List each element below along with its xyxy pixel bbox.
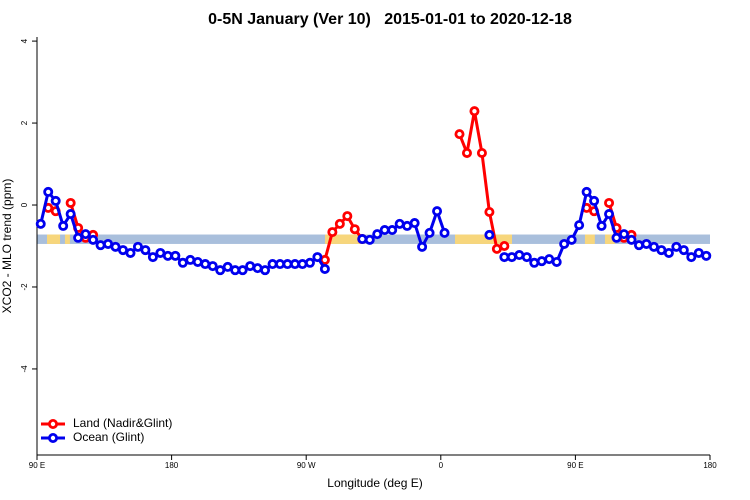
data-point: [439, 227, 450, 238]
data-point: [327, 227, 338, 238]
data-point: [619, 229, 630, 240]
data-point: [417, 241, 428, 252]
data-point: [372, 229, 383, 240]
y-tick-label: 4: [20, 38, 29, 43]
data-point: [95, 240, 106, 251]
data-point: [170, 250, 181, 261]
data-point: [701, 250, 712, 261]
y-axis-label: XCO2 - MLO trend (ppm): [0, 179, 14, 314]
data-point: [678, 245, 689, 256]
data-point: [499, 240, 510, 251]
y-tick-label: 0: [20, 202, 29, 207]
data-point: [364, 234, 375, 245]
x-axis-label: Longitude (deg E): [327, 476, 422, 490]
data-point: [110, 241, 121, 252]
data-point: [215, 265, 226, 276]
data-point: [604, 197, 615, 208]
data-point: [342, 211, 353, 222]
data-point: [88, 234, 99, 245]
data-point: [65, 197, 76, 208]
data-point: [132, 241, 143, 252]
land-band: [584, 234, 595, 244]
data-point: [686, 252, 697, 263]
legend-marker: [48, 418, 59, 429]
data-point: [551, 256, 562, 267]
data-point: [260, 265, 271, 276]
data-point: [671, 241, 682, 252]
data-point: [574, 220, 585, 231]
data-point: [387, 225, 398, 236]
data-point: [409, 218, 420, 229]
data-point: [65, 209, 76, 220]
data-point: [596, 220, 607, 231]
data-point: [424, 227, 435, 238]
data-point: [297, 259, 308, 270]
x-tick-label: 180: [703, 461, 717, 470]
y-tick-label: 2: [20, 120, 29, 125]
data-point: [529, 257, 540, 268]
data-point: [50, 195, 61, 206]
data-point: [559, 238, 570, 249]
land-band: [47, 234, 61, 244]
land-band: [455, 234, 512, 244]
data-point: [304, 257, 315, 268]
data-point: [626, 234, 637, 245]
data-point: [581, 186, 592, 197]
data-point: [125, 247, 136, 258]
data-point: [140, 245, 151, 256]
y-tick-label: -2: [20, 283, 29, 291]
data-point: [633, 240, 644, 251]
data-point: [604, 209, 615, 220]
data-point: [319, 263, 330, 274]
data-point: [312, 252, 323, 263]
land-band: [64, 234, 70, 244]
legend-label: Land (Nadir&Glint): [73, 416, 172, 430]
data-point: [35, 218, 46, 229]
data-point: [611, 232, 622, 243]
data-point: [566, 234, 577, 245]
x-tick-label: 90 E: [567, 461, 583, 470]
data-point: [58, 220, 69, 231]
data-point: [357, 234, 368, 245]
data-point: [454, 129, 465, 140]
data-point: [334, 218, 345, 229]
legend: Land (Nadir&Glint)Ocean (Glint): [41, 416, 172, 444]
x-tick-label: 90 E: [29, 461, 45, 470]
land-band: [605, 234, 616, 244]
chart-title: 0-5N January (Ver 10) 2015-01-01 to 2020…: [208, 11, 572, 28]
data-point: [589, 195, 600, 206]
data-point: [432, 206, 443, 217]
data-point: [469, 106, 480, 117]
data-point: [476, 147, 487, 158]
legend-marker: [48, 432, 59, 443]
data-point: [484, 229, 495, 240]
x-tick-label: 0: [439, 461, 444, 470]
land-band: [325, 234, 362, 244]
data-point: [73, 232, 84, 243]
x-tick-label: 180: [165, 461, 179, 470]
x-tick-label: 90 W: [297, 461, 316, 470]
y-tick-label: -4: [20, 365, 29, 373]
data-point: [43, 186, 54, 197]
data-point: [461, 147, 472, 158]
data-point: [237, 265, 248, 276]
legend-label: Ocean (Glint): [73, 430, 144, 444]
data-point: [222, 261, 233, 272]
data-point: [663, 247, 674, 258]
data-point: [521, 252, 532, 263]
data-point: [147, 252, 158, 263]
data-point: [349, 224, 360, 235]
data-point: [80, 229, 91, 240]
data-point: [207, 261, 218, 272]
data-point: [484, 206, 495, 217]
data-point: [648, 241, 659, 252]
